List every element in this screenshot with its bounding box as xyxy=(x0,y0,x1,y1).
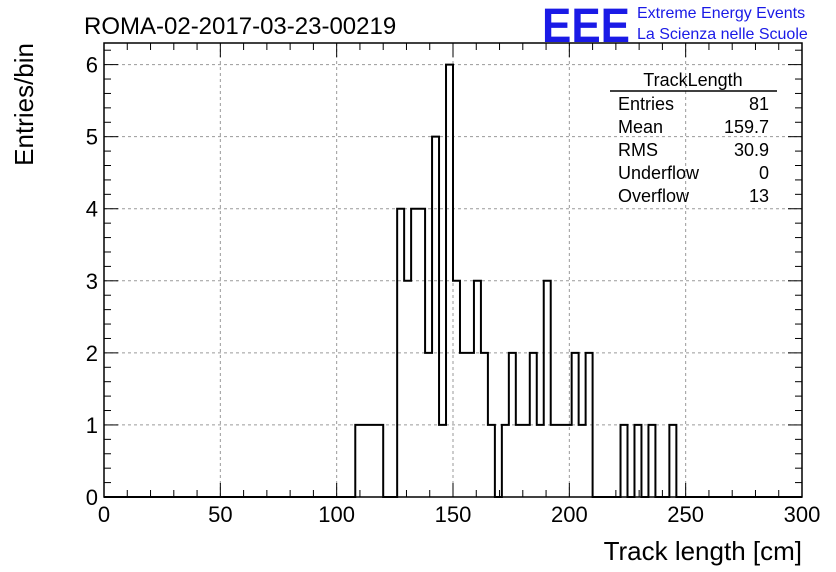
stats-title: TrackLength xyxy=(643,70,742,90)
eee-logo: EEE Extreme Energy Events La Scienza nel… xyxy=(542,0,808,53)
histogram-bin xyxy=(586,353,593,497)
plot-frame xyxy=(103,42,803,498)
histogram-bin xyxy=(537,425,544,497)
histogram-bin xyxy=(551,425,558,497)
histogram-bin xyxy=(474,281,481,497)
x-tick-label: 100 xyxy=(318,502,355,527)
histogram-bin xyxy=(621,425,628,497)
x-tick-label: 0 xyxy=(98,502,110,527)
histogram-bin xyxy=(411,209,418,497)
x-tick-label: 50 xyxy=(208,502,232,527)
histogram-bin xyxy=(558,425,565,497)
logo-line-2: La Scienza nelle Scuole xyxy=(637,26,808,43)
histogram-bin xyxy=(418,209,425,497)
histogram-bin xyxy=(530,353,537,497)
y-tick-label: 2 xyxy=(86,341,98,366)
histogram-bin xyxy=(467,353,474,497)
stats-label-underflow: Underflow xyxy=(618,163,700,183)
histogram-bin xyxy=(634,425,641,497)
stats-value-overflow: 13 xyxy=(749,186,769,206)
histogram-bin xyxy=(432,137,439,497)
histogram-bin xyxy=(481,353,488,497)
stats-label-rms: RMS xyxy=(618,140,658,160)
tick-labels: 0 50 100 150 200 250 300 0 1 2 3 4 5 6 xyxy=(86,53,821,527)
histogram-bin xyxy=(376,425,383,497)
axis-ticks xyxy=(103,43,803,498)
histogram-bin xyxy=(488,425,495,497)
histogram-bin xyxy=(439,425,446,497)
stats-value-rms: 30.9 xyxy=(734,140,769,160)
histogram-bin xyxy=(369,425,376,497)
y-axis-label: Entries/bin xyxy=(9,43,39,166)
histogram-bin xyxy=(446,65,453,497)
run-title: ROMA-02-2017-03-23-00219 xyxy=(84,13,396,40)
y-tick-label: 0 xyxy=(86,485,98,510)
stats-value-mean: 159.7 xyxy=(724,117,769,137)
x-tick-label: 150 xyxy=(435,502,472,527)
logo-line-1: Extreme Energy Events xyxy=(637,5,805,22)
x-tick-label: 250 xyxy=(667,502,704,527)
stats-label-overflow: Overflow xyxy=(618,186,690,206)
histogram-bin xyxy=(565,425,572,497)
y-tick-label: 3 xyxy=(86,269,98,294)
histogram-bin xyxy=(579,425,586,497)
x-axis-label: Track length [cm] xyxy=(604,536,802,566)
stats-value-underflow: 0 xyxy=(759,163,769,183)
histogram-bin xyxy=(572,353,579,497)
histogram-bin xyxy=(460,353,467,497)
histogram-bin xyxy=(544,281,551,497)
histogram-bin xyxy=(502,425,509,497)
histogram-bin xyxy=(453,281,460,497)
histogram-bin xyxy=(669,425,676,497)
y-tick-label: 5 xyxy=(86,125,98,150)
histogram-bin xyxy=(397,209,404,497)
histogram-bin xyxy=(362,425,369,497)
logo-eee-text: EEE xyxy=(542,0,630,53)
x-tick-label: 300 xyxy=(784,502,821,527)
histogram-bin xyxy=(509,353,516,497)
histogram-bin xyxy=(355,425,362,497)
histogram-bin xyxy=(523,425,530,497)
stats-label-mean: Mean xyxy=(618,117,663,137)
stats-box: TrackLength Entries 81 Mean 159.7 RMS 30… xyxy=(610,70,777,206)
histogram-bin xyxy=(516,425,523,497)
y-tick-label: 1 xyxy=(86,413,98,438)
histogram-bin xyxy=(648,425,655,497)
histogram-bin xyxy=(425,353,432,497)
stats-label-entries: Entries xyxy=(618,94,674,114)
stats-value-entries: 81 xyxy=(749,94,769,114)
histogram-bin xyxy=(404,281,411,497)
y-tick-label: 6 xyxy=(86,53,98,78)
x-tick-label: 200 xyxy=(551,502,588,527)
y-tick-label: 4 xyxy=(86,197,98,222)
